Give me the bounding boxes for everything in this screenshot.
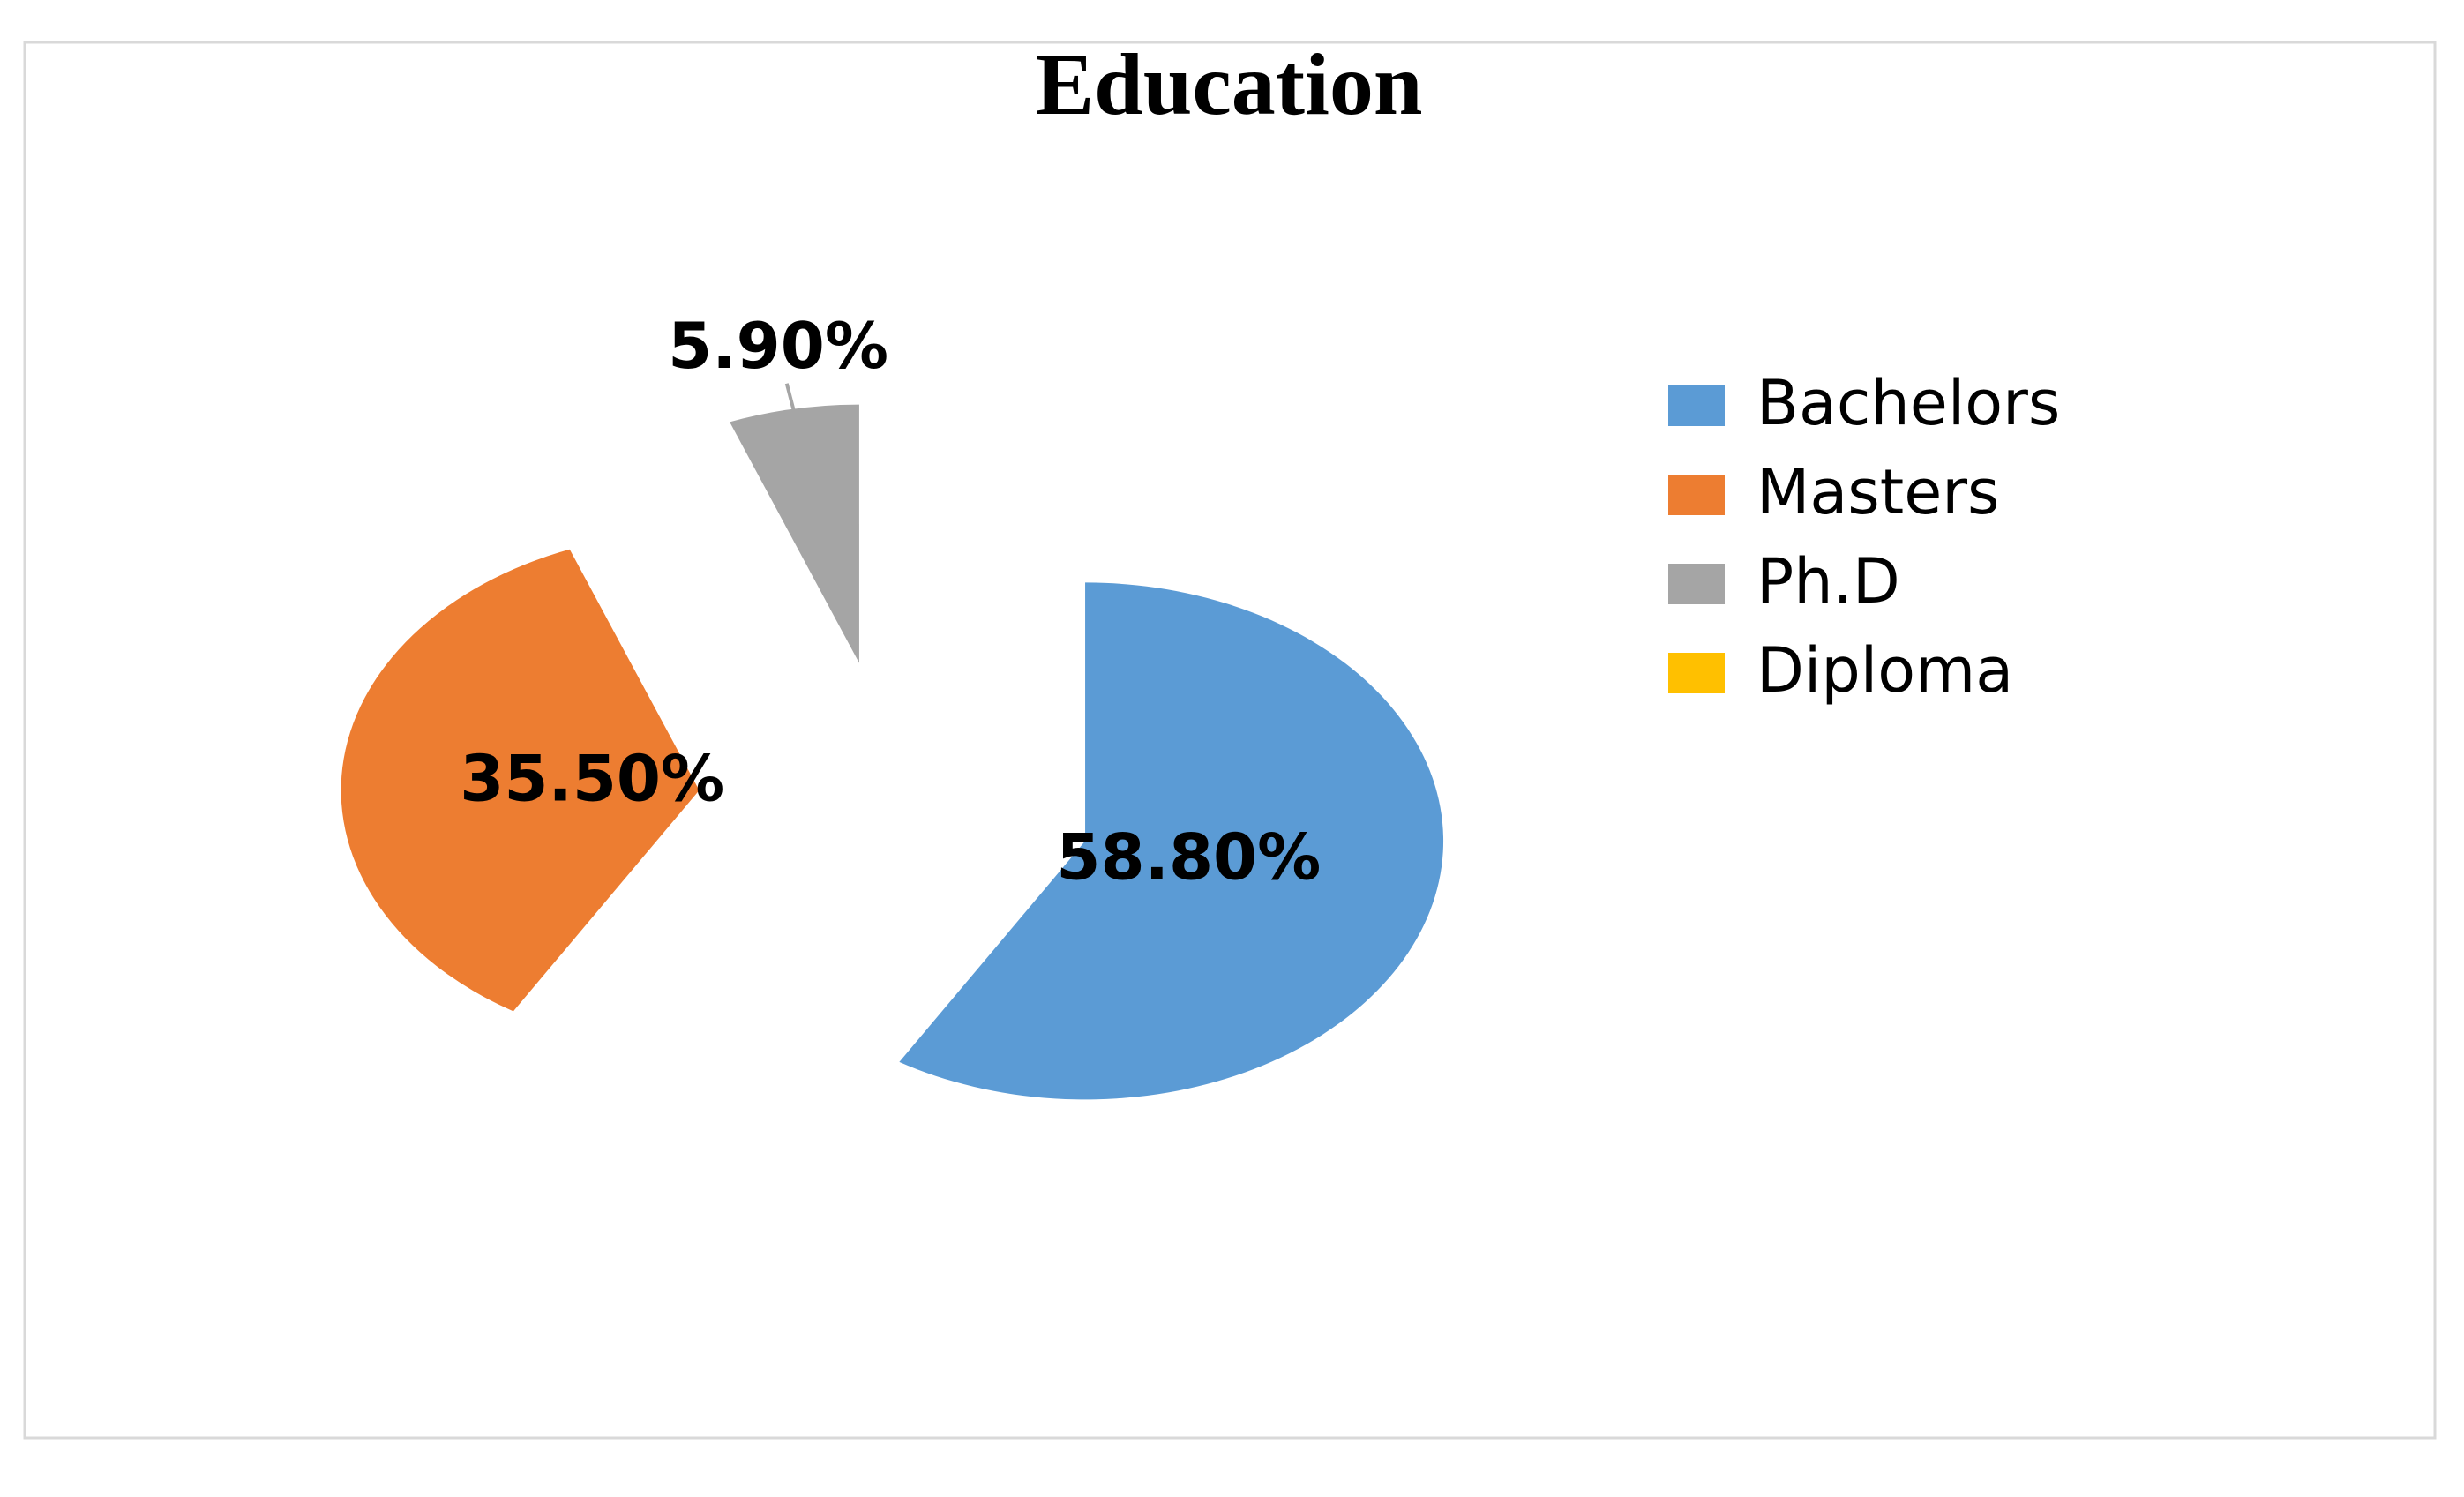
pie-slice <box>341 549 700 1012</box>
legend-swatch <box>1668 564 1725 604</box>
legend-label: Bachelors <box>1756 367 2060 439</box>
legend-swatch <box>1668 475 1725 515</box>
legend-swatch <box>1668 385 1725 426</box>
legend-label: Ph.D <box>1756 545 1900 618</box>
legend-label: Masters <box>1756 456 2000 528</box>
pie-slice <box>899 582 1444 1100</box>
leader-line <box>784 383 798 417</box>
data-label: 35.50% <box>460 742 724 816</box>
pie-slice <box>730 404 859 663</box>
data-label: 5.90% <box>668 309 888 383</box>
legend-swatch <box>1668 653 1725 693</box>
chart-title: Education <box>1035 35 1422 133</box>
data-label: 58.80% <box>1056 820 1321 894</box>
legend-label: Diploma <box>1756 634 2013 707</box>
